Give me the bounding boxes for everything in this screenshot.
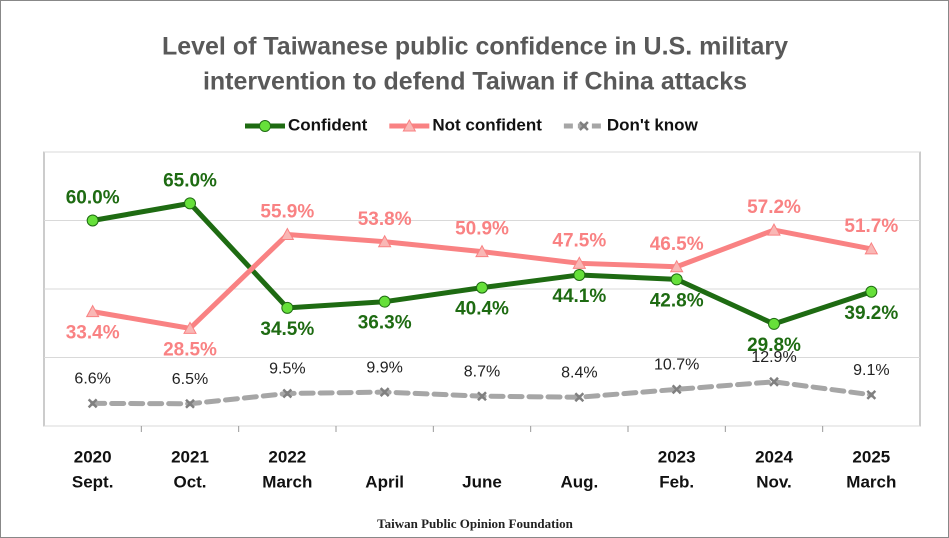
x-tick-label: Sept. [72, 472, 114, 491]
x-tick-label: April [365, 472, 404, 491]
x-tick-label: March [846, 472, 896, 491]
data-label: 60.0% [66, 188, 120, 209]
x-tick-label: June [462, 472, 502, 491]
chart-title: intervention to defend Taiwan if China a… [203, 68, 747, 96]
legend-marker [578, 121, 589, 131]
data-label: 28.5% [163, 339, 217, 360]
data-label: 8.4% [561, 364, 597, 381]
x-tick-label: March [262, 472, 312, 491]
point [670, 273, 683, 286]
point [476, 281, 488, 294]
x-tick-label: Aug. [560, 472, 598, 491]
point [768, 317, 780, 330]
point [671, 384, 682, 395]
data-label: 29.8% [747, 335, 801, 356]
legend-marker [402, 118, 417, 132]
point [377, 234, 392, 248]
legend-label: Confident [288, 115, 368, 134]
data-label: 12.9% [751, 349, 796, 366]
point [183, 321, 197, 334]
x-tick-label: 2021 [171, 447, 209, 466]
point [477, 391, 487, 402]
data-label: 36.3% [358, 313, 412, 334]
point [378, 295, 391, 308]
point [85, 304, 100, 318]
point [280, 227, 295, 241]
point [769, 376, 779, 387]
point [475, 244, 489, 258]
data-label: 50.9% [455, 219, 509, 240]
data-label: 44.1% [552, 286, 606, 307]
x-tick-label: Oct. [173, 472, 206, 491]
data-label: 10.7% [654, 357, 699, 374]
data-label: 42.8% [650, 290, 704, 311]
chart-title: Level of Taiwanese public confidence in … [162, 33, 788, 61]
data-label: 33.4% [66, 323, 120, 344]
data-label: 6.5% [172, 371, 208, 388]
x-tick-label: 2024 [755, 447, 793, 466]
data-label: 65.0% [163, 170, 217, 191]
data-label: 40.4% [455, 299, 509, 320]
data-label: 34.5% [260, 319, 314, 340]
point [184, 197, 196, 210]
legend-label: Don't know [607, 115, 699, 134]
point [669, 259, 684, 273]
point [572, 256, 587, 269]
point [767, 223, 781, 236]
point [87, 398, 98, 409]
data-label: 46.5% [650, 234, 704, 255]
point [864, 241, 879, 255]
data-label: 8.7% [464, 363, 500, 380]
data-label: 9.5% [269, 361, 305, 378]
x-tick-label: Nov. [756, 472, 792, 491]
legend-marker [259, 120, 271, 132]
legend-label: Not confident [432, 115, 542, 134]
point [281, 301, 294, 314]
x-tick-label: 2023 [658, 447, 696, 466]
point [282, 388, 293, 399]
data-label: 57.2% [747, 197, 801, 218]
point [185, 398, 195, 409]
data-label: 9.9% [366, 359, 402, 376]
point [866, 389, 877, 400]
point [86, 214, 99, 227]
point [865, 285, 878, 298]
data-label: 47.5% [552, 230, 606, 251]
x-tick-label: 2025 [852, 447, 890, 466]
x-tick-label: 2020 [74, 447, 112, 466]
data-label: 51.7% [844, 216, 898, 237]
x-tick-label: Feb. [659, 472, 694, 491]
data-label: 53.8% [358, 209, 412, 230]
point [574, 392, 585, 403]
x-tick-label: 2022 [268, 447, 306, 466]
data-label: 9.1% [853, 362, 889, 379]
data-label: 55.9% [260, 202, 314, 223]
point [379, 387, 390, 397]
data-label: 6.6% [74, 371, 110, 388]
point [573, 268, 586, 281]
data-label: 39.2% [844, 303, 898, 324]
source: Taiwan Public Opinion Foundation [377, 516, 573, 531]
